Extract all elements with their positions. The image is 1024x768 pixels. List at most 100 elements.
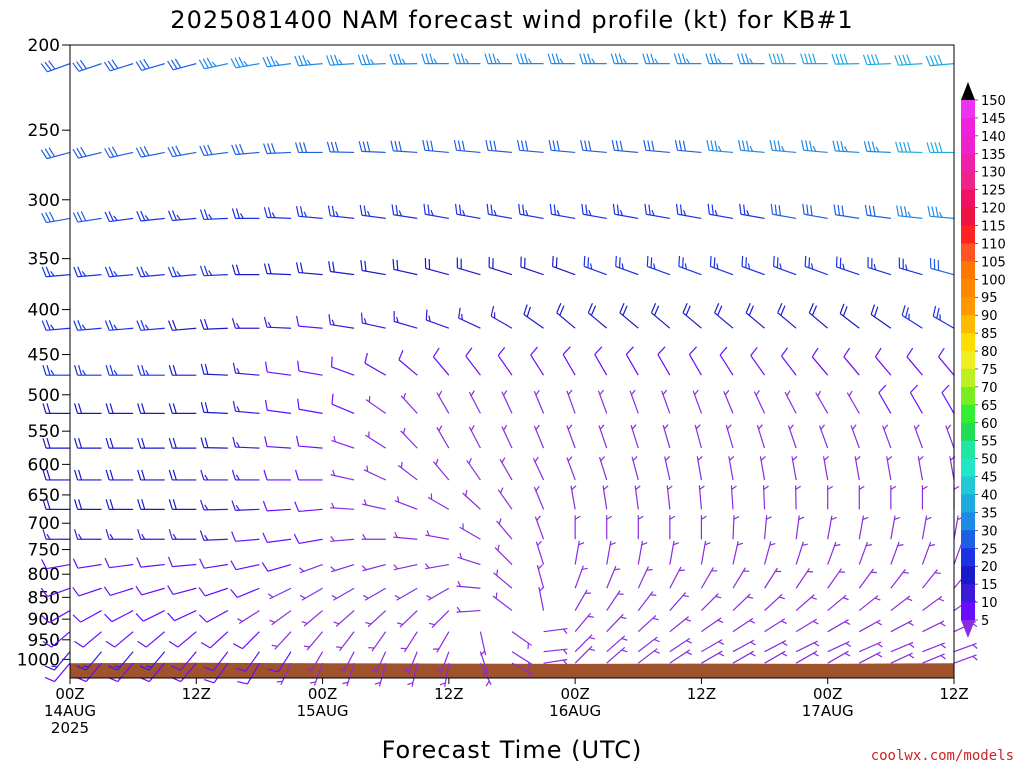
wind-barb <box>732 567 750 589</box>
wind-barb <box>688 346 702 376</box>
wind-barb <box>235 651 260 672</box>
wind-barb <box>925 54 955 67</box>
colorbar-label: 110 <box>981 237 1006 252</box>
wind-barb <box>294 55 323 67</box>
wind-barb <box>135 585 165 596</box>
wind-barb <box>694 424 703 449</box>
wind-barb <box>137 437 165 449</box>
colorbar-label: 50 <box>981 453 998 468</box>
wind-barb <box>331 587 355 601</box>
wind-barb <box>835 256 860 276</box>
wind-barb <box>706 139 734 154</box>
wind-barb <box>795 567 814 589</box>
wind-barb <box>551 255 576 276</box>
wind-barb <box>827 515 837 540</box>
wind-barb <box>637 648 660 664</box>
wind-barb <box>768 53 797 65</box>
wind-barb <box>644 203 670 219</box>
wind-barb <box>295 205 323 220</box>
wind-barb <box>728 455 735 481</box>
wind-barb <box>802 203 828 219</box>
wind-barb <box>105 499 134 510</box>
wind-barb <box>493 569 513 589</box>
chart-title: 2025081400 NAM forecast wind profile (kt… <box>170 6 853 34</box>
wind-barb <box>466 458 481 481</box>
wind-barb <box>906 347 923 376</box>
wind-barb <box>330 469 355 481</box>
wind-barb <box>612 203 639 219</box>
wind-barb <box>394 496 418 510</box>
wind-barb <box>580 139 607 154</box>
wind-barb <box>673 53 702 65</box>
wind-barb <box>436 651 450 675</box>
wind-barb <box>263 469 291 481</box>
wind-barb <box>103 586 134 597</box>
wind-barb <box>135 146 165 158</box>
wind-barb <box>574 515 581 540</box>
wind-barb <box>661 389 671 414</box>
wind-barb <box>42 403 70 415</box>
wind-barb <box>827 485 834 510</box>
colorbar-label: 35 <box>981 506 998 521</box>
wind-barb <box>890 652 915 664</box>
y-tick-label: 900 <box>28 610 60 630</box>
wind-barb <box>309 662 324 686</box>
wind-barb <box>135 59 165 71</box>
wind-barb <box>536 564 545 589</box>
wind-barb <box>839 303 860 329</box>
wind-barb <box>269 610 292 626</box>
wind-barb <box>389 53 418 65</box>
wind-barb <box>574 645 596 664</box>
wind-barb <box>496 518 513 540</box>
colorbar-segment <box>961 297 975 316</box>
wind-barbs <box>40 53 978 687</box>
wind-barb <box>72 587 102 597</box>
wind-barb <box>543 648 568 655</box>
wind-barb <box>295 315 323 329</box>
wind-barb <box>139 651 166 671</box>
wind-barb <box>787 424 797 449</box>
wind-barb <box>804 255 828 276</box>
wind-barb <box>479 631 487 656</box>
wind-barb <box>199 144 228 157</box>
wind-barb <box>846 390 860 414</box>
wind-barb <box>400 631 418 653</box>
y-tick-label: 800 <box>28 565 60 585</box>
wind-barb <box>730 485 737 510</box>
wind-barb <box>41 610 71 624</box>
wind-barb <box>484 53 512 65</box>
wind-barb <box>364 352 387 376</box>
y-axis: 200 250 300 350 400 450 500 550 600 650 700 750 800 8… <box>17 36 70 670</box>
wind-barb <box>822 455 830 481</box>
wind-barb <box>362 499 386 510</box>
wind-barb <box>795 650 819 664</box>
wind-barb <box>167 145 197 158</box>
wind-barb <box>368 631 387 652</box>
wind-barb <box>73 365 102 376</box>
wind-barb <box>330 563 355 573</box>
wind-barb <box>831 53 860 65</box>
wind-barb <box>895 141 923 154</box>
colorbar-segment <box>961 494 975 513</box>
colorbar-label: 100 <box>981 273 1006 288</box>
wind-barb <box>261 562 292 572</box>
wind-barb <box>827 619 851 633</box>
wind-barb <box>74 631 102 648</box>
colorbar-label: 150 <box>981 94 1006 109</box>
wind-barb <box>490 305 513 329</box>
wind-barb <box>299 587 323 601</box>
wind-barb <box>104 211 134 223</box>
wind-barb <box>107 651 134 671</box>
wind-barb <box>433 631 450 653</box>
wind-barb <box>833 204 860 219</box>
colorbar-segment <box>961 243 975 262</box>
wind-barb <box>941 384 955 414</box>
wind-barb <box>136 210 165 222</box>
wind-barb <box>795 541 808 565</box>
colorbar-label: 20 <box>981 560 998 575</box>
plot-frame <box>69 44 955 679</box>
wind-barb <box>358 141 386 154</box>
wind-barb <box>137 365 165 376</box>
wind-barb <box>137 469 165 481</box>
